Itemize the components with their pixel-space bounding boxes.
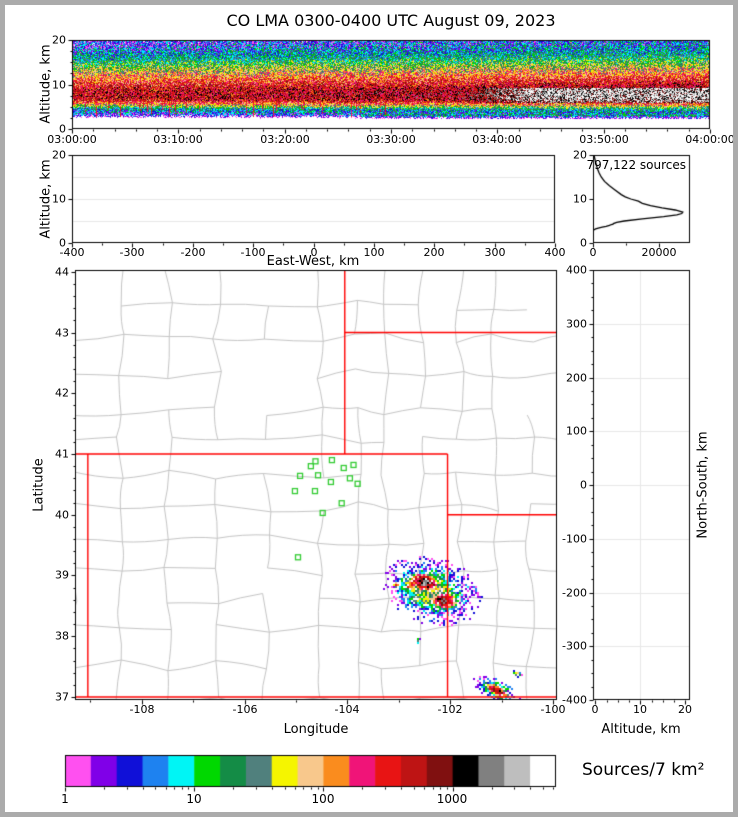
altitude-tick-label: 10 [573,192,587,206]
north-south-x-axis-label: Altitude, km [601,722,681,737]
east-west-tick-label: 0 [310,246,318,259]
north-south-tick-label: 100 [566,424,587,438]
north-south-tick-label: -300 [562,639,587,653]
latitude-tick-label: 40 [55,508,69,522]
figure-title: CO LMA 0300-0400 UTC August 09, 2023 [226,11,556,30]
latitude-tick-label: 38 [55,629,69,643]
north-south-tick-label: -400 [562,693,587,707]
ns-altitude-tick-label: 0 [591,703,599,716]
east-west-tick-label: 300 [484,246,506,259]
north-south-tick-label: -100 [562,532,587,546]
north-south-tick-label: 200 [566,371,587,385]
colorbar-label: Sources/7 km² [582,760,705,780]
time-tick-label: 04:00:00 [685,133,735,146]
map-x-axis-label: Longitude [283,722,349,737]
east-west-tick-label: -100 [240,246,266,259]
altitude-tick-label: 0 [580,236,587,250]
ns-altitude-tick-label: 10 [633,703,647,716]
altitude-tick-label: 20 [573,148,587,162]
time-tick-label: 03:10:00 [153,133,203,146]
altitude-tick-label: 0 [59,122,66,136]
east-west-tick-label: -400 [59,246,85,259]
ns-altitude-tick-label: 20 [678,703,692,716]
latitude-tick-label: 39 [55,568,69,582]
east-west-tick-label: 200 [423,246,445,259]
latitude-tick-label: 44 [55,265,69,279]
north-south-y-axis-label: North-South, km [695,431,711,539]
latitude-tick-label: 43 [55,326,69,340]
time-tick-label: 03:30:00 [366,133,416,146]
east-west-tick-label: 100 [363,246,385,259]
time-tick-label: 03:40:00 [472,133,522,146]
longitude-tick-label: -100 [540,703,566,716]
colorbar-tick-100: 100 [311,792,335,806]
longitude-tick-label: -102 [437,703,463,716]
map-y-axis-label: Latitude [31,458,47,512]
latitude-tick-label: 41 [55,447,69,461]
north-south-tick-label: 400 [566,263,587,277]
latitude-tick-label: 37 [55,690,69,704]
time-tick-label: 03:20:00 [260,133,310,146]
total-sources-annotation: 797,122 sources [586,158,686,172]
colorbar-tick-10: 10 [186,792,202,806]
north-south-tick-label: 300 [566,317,587,331]
longitude-tick-label: -108 [129,703,155,716]
colorbar-tick-1000: 1000 [436,792,468,806]
altitude-tick-label: 10 [52,192,66,206]
east-west-tick-label: 400 [544,246,566,259]
east-west-x-axis-label: East-West, km [266,254,360,269]
histogram-count-tick-label: 20000 [641,246,677,259]
north-south-tick-label: 0 [580,478,587,492]
time-tick-label: 03:50:00 [579,133,629,146]
east-west-tick-label: -200 [180,246,206,259]
longitude-tick-label: -104 [334,703,360,716]
longitude-tick-label: -106 [232,703,258,716]
histogram-count-tick-label: 0 [589,246,597,259]
altitude-tick-label: 0 [59,236,66,250]
east-west-tick-label: -300 [119,246,145,259]
altitude-tick-label: 10 [52,78,66,92]
altitude-tick-label: 20 [52,33,66,47]
latitude-tick-label: 42 [55,386,69,400]
colorbar-tick-1: 1 [61,792,69,806]
altitude-tick-label: 20 [52,148,66,162]
time-tick-label: 03:00:00 [47,133,97,146]
north-south-tick-label: -200 [562,586,587,600]
